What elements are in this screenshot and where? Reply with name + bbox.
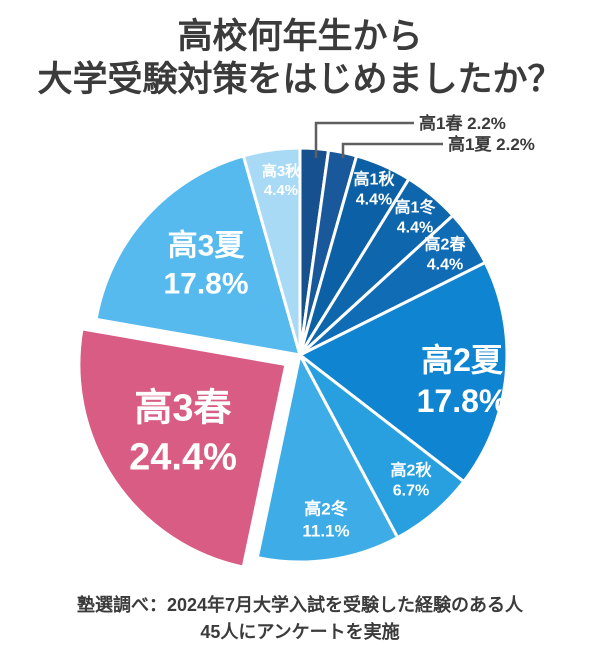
leader-line-k1-spring	[314, 121, 414, 158]
pie-slice-k3-autumn	[241, 146, 302, 357]
chart-title: 高校何年生から 大学受験対策をはじめましたか？	[0, 16, 600, 101]
source-note-line1: 塾選調べ：2024年7月大学入試を受験した経験のある人	[76, 595, 524, 615]
leader-line-k1-summer	[341, 142, 443, 158]
pie-slice-k3-spring	[77, 327, 288, 569]
pie-slice-k2-summer	[298, 261, 509, 484]
pie-slice-k3-summer	[94, 154, 302, 357]
source-note-line2: 45人にアンケートを実施	[200, 622, 400, 642]
pie-slice-k2-winter	[255, 353, 400, 564]
chart-title-line1: 高校何年生から	[177, 17, 423, 56]
chart-title-line2: 大学受験対策をはじめましたか？	[37, 59, 563, 99]
source-note: 塾選調べ：2024年7月大学入試を受験した経験のある人 45人にアンケートを実施	[0, 592, 600, 646]
